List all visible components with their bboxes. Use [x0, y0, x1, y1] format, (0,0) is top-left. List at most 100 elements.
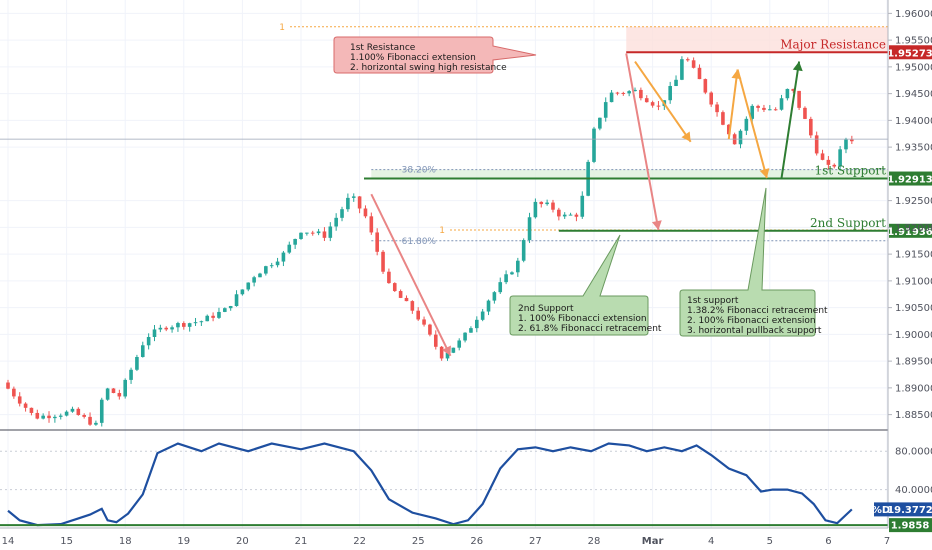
- arrows: [370, 53, 803, 357]
- candle-body: [182, 323, 186, 327]
- candle-body: [633, 89, 637, 92]
- candle-body: [439, 346, 444, 359]
- second-support-title: 2nd Support: [518, 304, 574, 314]
- candle-body: [392, 283, 397, 292]
- candle-body: [475, 319, 479, 329]
- candle-body: [205, 315, 210, 322]
- candle-body: [410, 301, 415, 311]
- candle-body: [820, 153, 825, 160]
- x-tick-label: 21: [295, 536, 308, 547]
- candle-body: [346, 197, 350, 210]
- y-tick-label: 1.88500: [895, 410, 932, 421]
- candle-body: [99, 399, 104, 423]
- fib-swing-leg-3: [736, 69, 770, 179]
- candle-body: [621, 92, 626, 94]
- candle-body: [228, 306, 233, 309]
- fib-swing-leg-3-shaft: [736, 69, 768, 179]
- x-tick-label: 18: [119, 536, 132, 547]
- first-support-line-2: 2. 100% Fibonacci extension: [687, 316, 816, 326]
- oscillator-value-tag: [889, 502, 932, 517]
- second-support-line-1: 1. 100% Fibonacci extension: [518, 314, 647, 324]
- candle-body: [176, 323, 180, 328]
- resistance-title: 1st Resistance: [350, 43, 416, 53]
- candle-body: [756, 105, 760, 108]
- annotation-first-support: 1st support 1.38.2% Fibonacci retracemen…: [679, 187, 828, 337]
- x-tick-label: 22: [353, 536, 366, 547]
- candle-body: [486, 300, 491, 312]
- candle-body: [416, 310, 420, 320]
- candle-body: [603, 102, 608, 118]
- decline-arrow-2-head: [651, 220, 662, 231]
- bounce-projection-arrow: [780, 61, 803, 179]
- key-level-label: Major Resistance: [780, 37, 886, 51]
- candle-body: [850, 139, 854, 142]
- candle-body: [369, 216, 374, 233]
- annotation-resistance: 1st Resistance 1.100% Fibonacci extensio…: [333, 36, 537, 74]
- candle-body: [826, 159, 831, 165]
- key-level-label: 2nd Support: [810, 216, 886, 230]
- decline-arrow-1: [370, 193, 452, 357]
- candle-body: [498, 282, 503, 293]
- y-tick-label: 1.92500: [895, 196, 932, 207]
- candle-body: [58, 415, 63, 417]
- fib-swing-leg-1-shaft: [634, 60, 692, 143]
- candle-body: [779, 98, 784, 110]
- candle-body: [275, 261, 280, 266]
- y-tick-label: 1.89000: [895, 383, 932, 394]
- candle-body: [404, 297, 409, 302]
- x-tick-label: 4: [708, 536, 714, 547]
- oscillator-tick-label: 40.0000: [895, 485, 932, 496]
- candle-body: [334, 217, 338, 227]
- grid: [0, 0, 888, 528]
- candle-body: [451, 347, 456, 353]
- candle-body: [592, 128, 596, 162]
- decline-arrow-2: [625, 53, 662, 231]
- fib-swing-leg-1: [634, 60, 692, 143]
- candle-body: [140, 345, 145, 357]
- y-tick-label: 1.91000: [895, 276, 932, 287]
- x-tick-label: 7: [884, 536, 890, 547]
- candle-body: [35, 412, 40, 419]
- y-tick-label: 1.95500: [895, 36, 932, 47]
- candle-body: [135, 356, 139, 370]
- oscillator-prefix-text: %D: [872, 505, 890, 516]
- candle-body: [111, 388, 116, 394]
- candle-body: [123, 379, 127, 397]
- second-support-callout-shape: [509, 234, 649, 336]
- candle-body: [293, 238, 297, 245]
- fib-swing-leg-1-head: [681, 131, 691, 142]
- candle-body: [158, 327, 163, 330]
- candle-body: [305, 232, 309, 234]
- y-tick-label: 1.89500: [895, 357, 932, 368]
- candle-body: [269, 265, 274, 267]
- candle-body: [545, 202, 549, 205]
- candle-body: [762, 107, 766, 110]
- candle-body: [64, 411, 69, 416]
- y-tick-label: 1.90000: [895, 330, 932, 341]
- y-tick-label: 1.90500: [895, 303, 932, 314]
- candle-body: [223, 308, 227, 312]
- candle-body: [187, 323, 192, 327]
- candle-body: [674, 79, 678, 86]
- candle-body: [164, 327, 169, 330]
- candle-body: [287, 244, 292, 253]
- oscillator-prefix-tag: [874, 502, 889, 517]
- fib-level-label: 1: [439, 226, 445, 236]
- key-level-price-tag: [889, 171, 932, 186]
- resistance-zone: [626, 26, 888, 53]
- resistance-callout-shape: [333, 36, 537, 74]
- oscillator-line: [7, 442, 853, 527]
- candle-body: [797, 90, 801, 108]
- candle-body: [580, 195, 585, 217]
- candle-body: [744, 118, 749, 131]
- candle-body: [726, 124, 731, 135]
- candle-body: [12, 388, 16, 397]
- candle-body: [715, 104, 719, 113]
- candle-body: [568, 214, 573, 216]
- first-support-callout-shape: [679, 187, 816, 337]
- candle-body: [41, 415, 45, 419]
- candle-body: [105, 388, 110, 400]
- candle-body: [703, 79, 708, 93]
- candle-body: [574, 214, 579, 217]
